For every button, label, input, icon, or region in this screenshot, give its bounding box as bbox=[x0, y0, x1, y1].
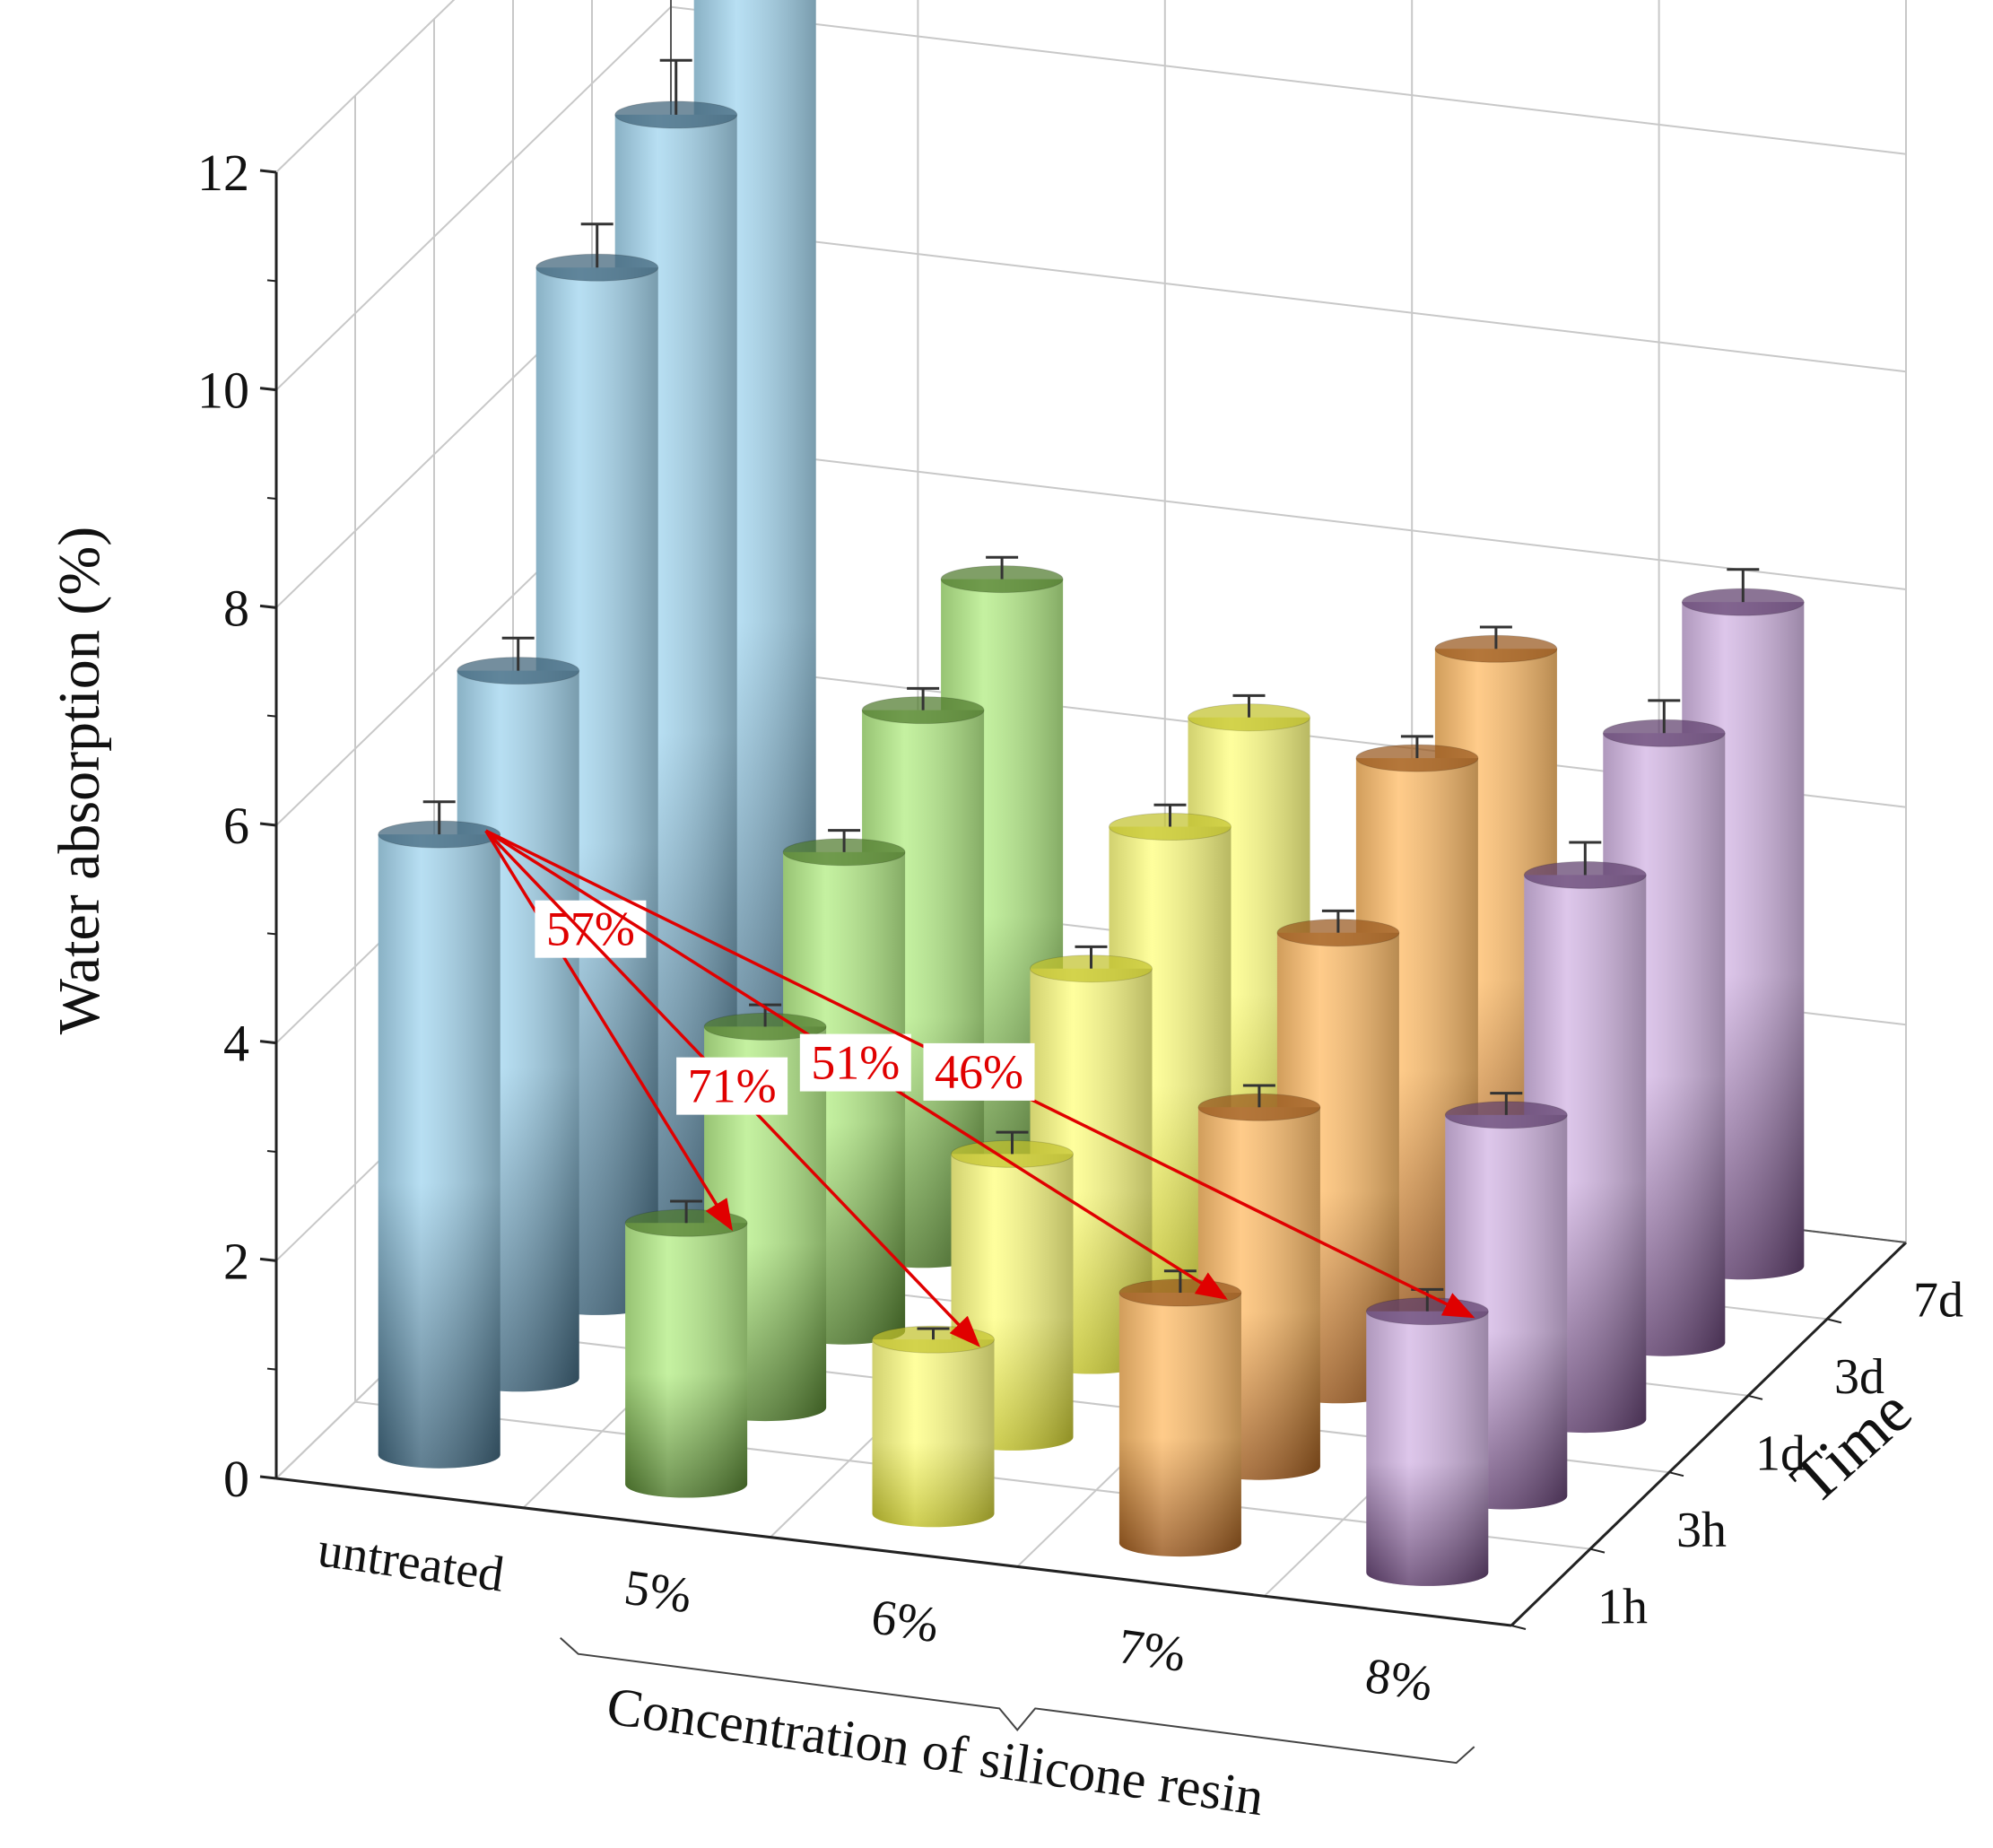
bar-7%-1h bbox=[1118, 1269, 1242, 1557]
y-minor-tick bbox=[266, 1367, 277, 1371]
bar-8%-1h bbox=[1365, 1287, 1489, 1586]
y-tick-mark bbox=[259, 1040, 277, 1045]
z-tick-mark bbox=[1826, 1318, 1842, 1324]
y-minor-tick bbox=[266, 497, 277, 500]
z-tick-label: 3h bbox=[1676, 1503, 1727, 1558]
bar-shading bbox=[1118, 1293, 1241, 1557]
y-tick-label: 10 bbox=[197, 362, 249, 420]
bar-7%-1d bbox=[1276, 909, 1400, 1404]
reduction-arrow bbox=[484, 830, 733, 1232]
y-tick-label: 0 bbox=[223, 1450, 249, 1508]
x-tick-label: untreated bbox=[315, 1521, 508, 1602]
reduction-label-box bbox=[923, 1042, 1035, 1101]
y-tick-label: 6 bbox=[223, 797, 249, 855]
z-tick-label: 3d bbox=[1834, 1349, 1884, 1405]
y-minor-tick bbox=[266, 932, 277, 936]
bars bbox=[378, 0, 1805, 1586]
reduction-label-box bbox=[676, 1057, 788, 1115]
x-tick-label: 5% bbox=[621, 1559, 695, 1624]
y-minor-tick bbox=[266, 1150, 277, 1153]
z-tick-label: 1d bbox=[1755, 1426, 1806, 1482]
y-axis-label: Water absorption (%) bbox=[47, 527, 112, 1034]
category-brace bbox=[560, 1636, 1475, 1765]
bar-5%-1h bbox=[624, 1199, 748, 1498]
z-tick-mark bbox=[1589, 1547, 1606, 1554]
y-tick-mark bbox=[259, 169, 277, 174]
z-tick-mark bbox=[1668, 1471, 1684, 1478]
bar-shading bbox=[625, 1223, 748, 1498]
y-tick-mark bbox=[259, 604, 277, 609]
x-tick-label: 8% bbox=[1362, 1648, 1437, 1713]
bar-shading bbox=[872, 1339, 995, 1528]
reduction-label-box bbox=[535, 900, 647, 958]
z-tick-mark bbox=[1510, 1625, 1527, 1630]
x-tick-label: 6% bbox=[868, 1589, 943, 1653]
bar-shading bbox=[378, 834, 500, 1469]
y-minor-tick bbox=[266, 714, 277, 718]
bar-shading bbox=[1366, 1311, 1489, 1586]
y-tick-label: 4 bbox=[223, 1015, 249, 1073]
reduction-label: 46% bbox=[935, 1045, 1023, 1099]
reduction-label: 57% bbox=[546, 902, 635, 956]
horizontal-gridline bbox=[275, 5, 1907, 391]
x-axis-label: Concentration of silicone resin bbox=[604, 1676, 1267, 1826]
reduction-annotations: 57% 71% 51% 46% bbox=[484, 829, 1475, 1347]
z-tick-mark bbox=[1747, 1394, 1763, 1400]
reduction-label: 71% bbox=[688, 1059, 777, 1113]
reduction-label: 51% bbox=[811, 1036, 900, 1090]
y-tick-mark bbox=[259, 1475, 277, 1480]
reduction-label-box bbox=[799, 1033, 911, 1092]
y-tick-mark bbox=[259, 1257, 277, 1262]
x-axis-line bbox=[275, 1477, 1512, 1627]
z-axis-line bbox=[1510, 1241, 1908, 1627]
y-tick-label: 12 bbox=[197, 144, 249, 202]
y-minor-tick bbox=[266, 279, 277, 283]
x-tick-label: 7% bbox=[1115, 1618, 1189, 1683]
y-tick-mark bbox=[259, 822, 277, 827]
y-tick-label: 2 bbox=[223, 1232, 249, 1290]
y-axis-ticks: 0 2 4 6 8 10 12 bbox=[197, 144, 277, 1508]
horizontal-gridline bbox=[275, 223, 1907, 609]
y-tick-label: 8 bbox=[223, 579, 249, 637]
z-tick-label: 7d bbox=[1913, 1273, 1963, 1329]
horizontal-gridline bbox=[275, 0, 456, 173]
y-tick-mark bbox=[259, 387, 277, 392]
z-tick-label: 1h bbox=[1597, 1579, 1648, 1634]
bar-untreated-1h bbox=[378, 800, 501, 1469]
bar-6%-1h bbox=[872, 1325, 995, 1528]
